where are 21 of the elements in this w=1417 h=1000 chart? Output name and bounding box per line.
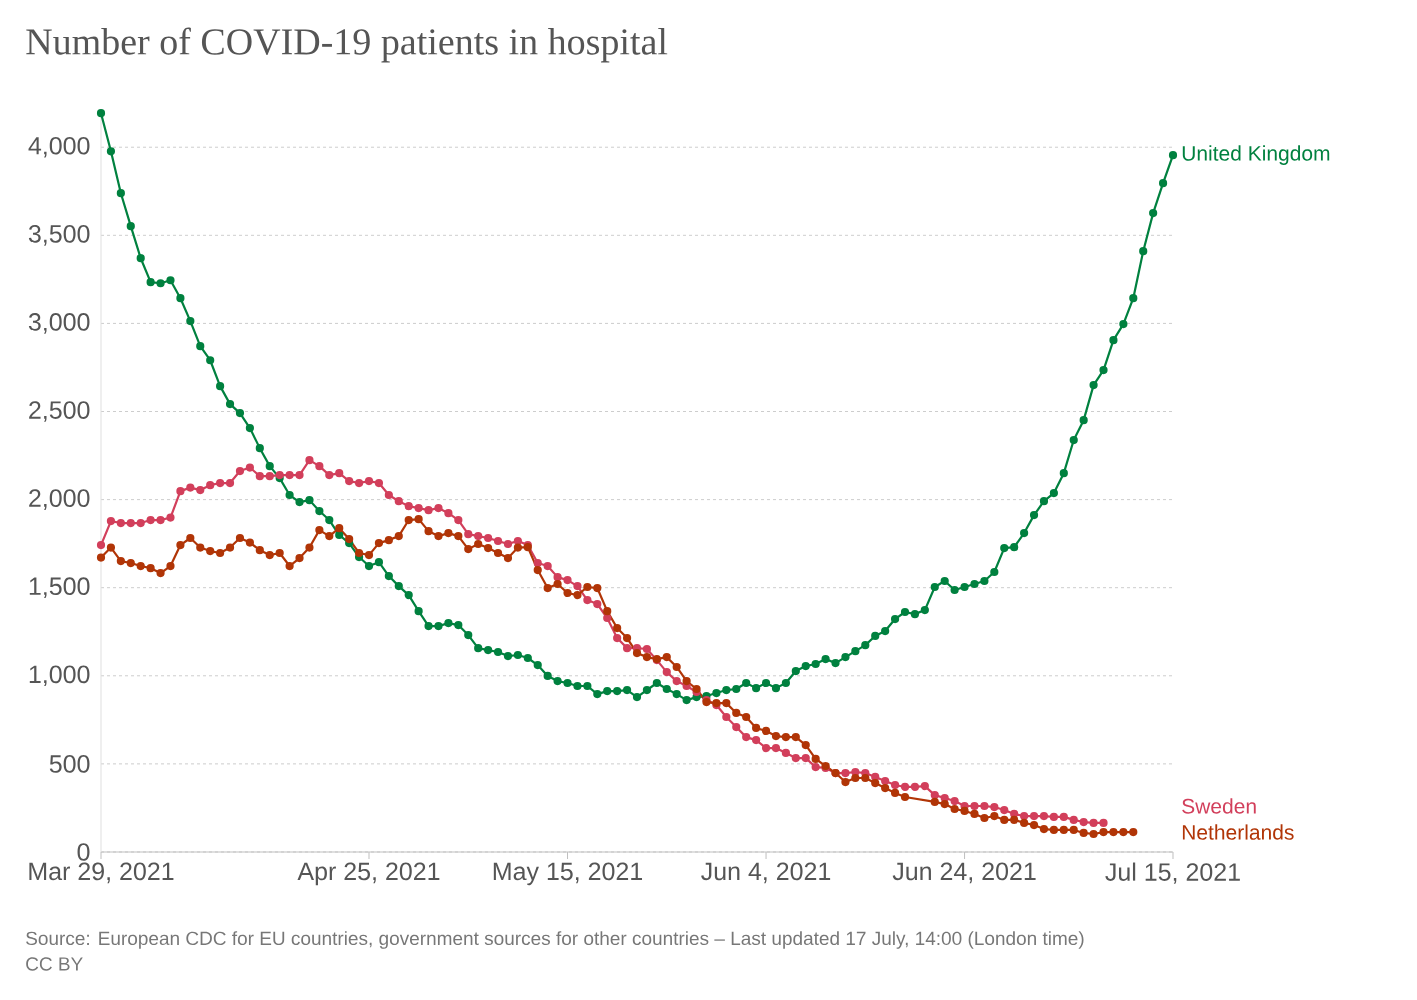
x-tick-label: Apr 25, 2021 [297,862,440,886]
x-tick-label: Mar 29, 2021 [29,862,174,884]
text: CC BY [26,957,83,971]
y-tick-label: 3,500 [28,224,90,246]
y-tick-label: 3,000 [28,313,90,334]
y-tick-label: 1,500 [29,577,90,599]
x-tick-label: Jun 24, 2021 [892,862,1036,884]
chart-title: Number of COVID-19 patients in hospital [26,27,668,63]
text: Netherlands [1182,824,1294,840]
x-tick-label: Jun 4, 2021 [701,862,831,884]
x-tick-label: Jul 15, 2021 [1105,862,1240,884]
x-tick-label: May 15, 2021 [493,862,643,886]
y-tick-label: 4,000 [28,136,90,158]
y-tick-label: 2,500 [29,401,90,422]
y-tick-label: 2,000 [29,489,90,510]
y-tick-label: 0 [77,843,90,861]
y-tick-label: 1,000 [29,665,90,687]
source-note: Source: European CDC for EU countries, government sources for other countries – Last updated 17 July, 14:00 (London time) [26,931,1084,949]
y-tick-label: 500 [49,755,90,773]
text: Sweden [1182,798,1256,814]
series-label: United Kingdom [1182,145,1330,165]
